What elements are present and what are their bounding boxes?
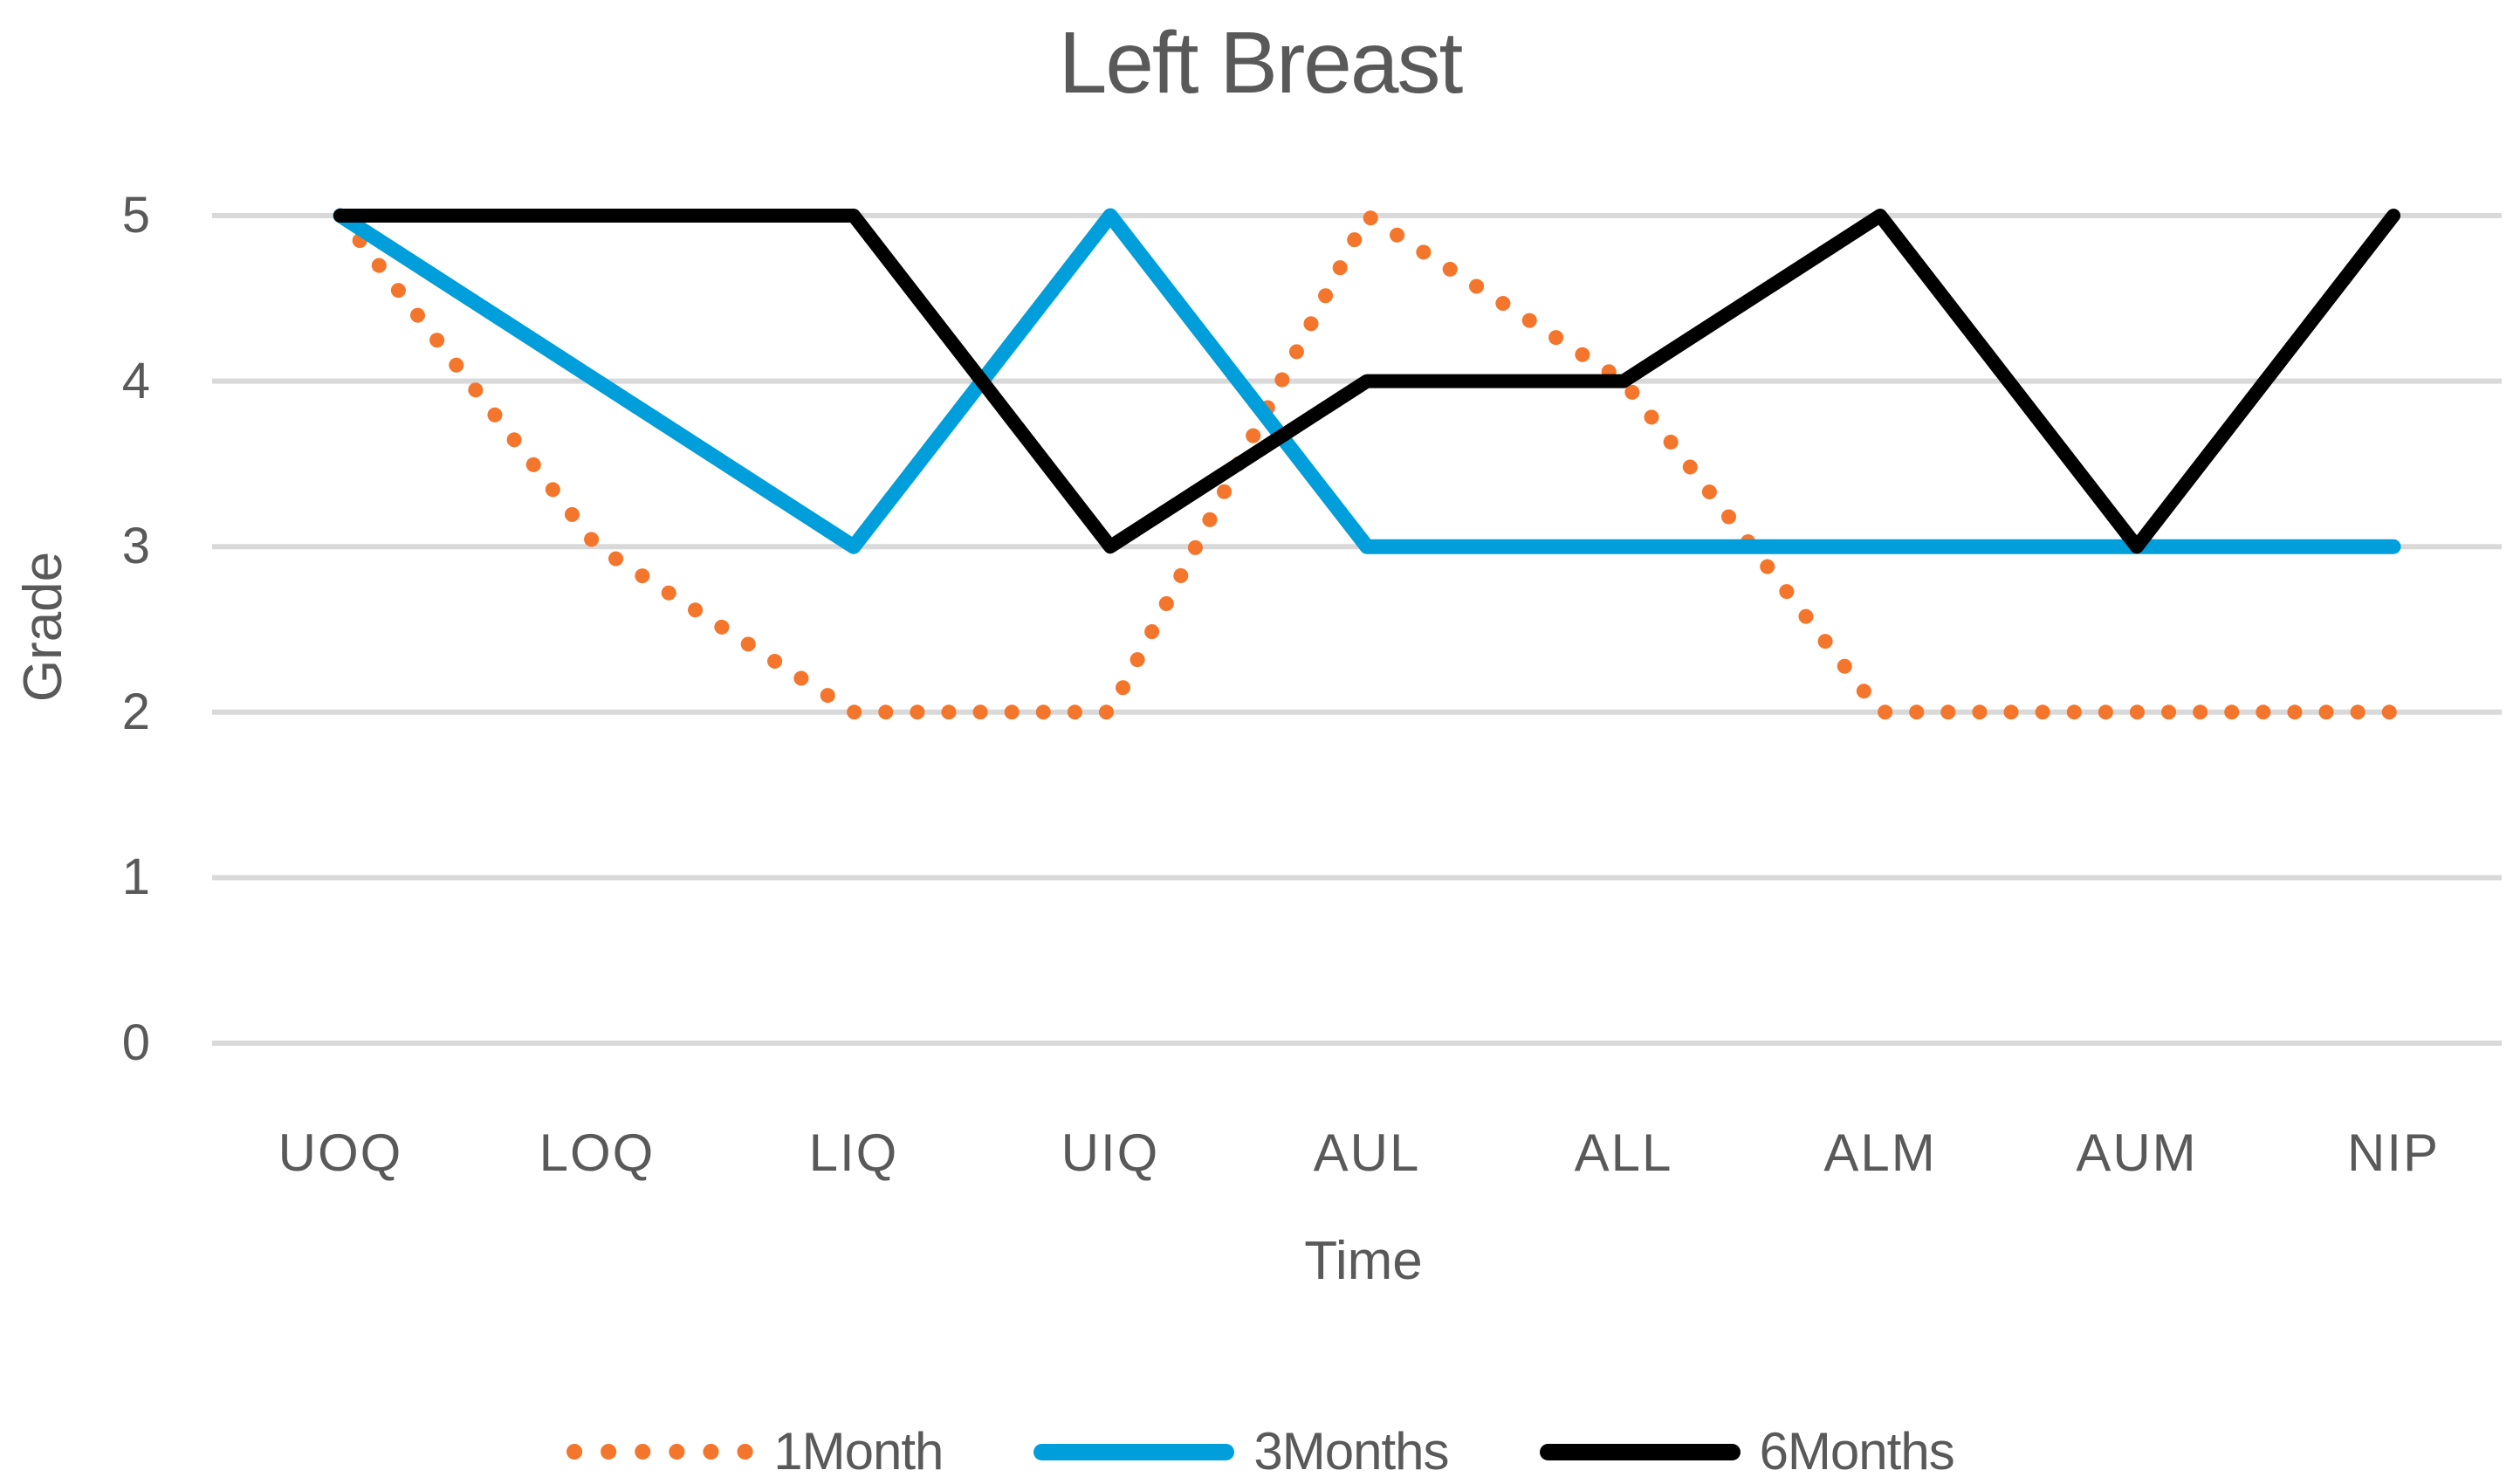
series-line-3months [333, 208, 2401, 554]
x-tick-label-aum: AUM [2076, 1123, 2198, 1182]
legend-item-1month: 1Month [566, 1422, 944, 1481]
legend: 1Month 3Months 6Months [0, 1423, 2520, 1481]
x-tick-label-aul: AUL [1313, 1123, 1421, 1182]
x-tick-label-loq: LOQ [539, 1123, 656, 1182]
x-tick-label-all: ALL [1574, 1123, 1673, 1182]
gridlines [212, 213, 2502, 1046]
x-tick-label-liq: LIQ [808, 1123, 899, 1182]
y-tick-label-2: 2 [121, 684, 150, 740]
legend-label-3months: 3Months [1253, 1422, 1449, 1481]
legend-item-6months: 6Months [1539, 1422, 1955, 1481]
legend-swatch-6months-line [1539, 1443, 1741, 1460]
y-tick-label-3: 3 [121, 518, 150, 574]
legend-label-6months: 6Months [1759, 1422, 1955, 1481]
y-tick-label-5: 5 [121, 187, 150, 244]
legend-label-1month: 1Month [773, 1422, 944, 1481]
x-tick-label-nip: NIP [2346, 1123, 2441, 1182]
x-tick-label-uiq: UIQ [1061, 1123, 1160, 1182]
series-line-1month [333, 208, 2401, 720]
x-tick-label-uoq: UOQ [278, 1123, 403, 1182]
series-line-6months [333, 209, 2400, 554]
legend-item-3months: 3Months [1033, 1422, 1450, 1481]
legend-swatch-1month-dotted-line [566, 1444, 754, 1460]
x-tick-label-alm: ALM [1823, 1123, 1937, 1182]
legend-swatch-3months-line [1033, 1443, 1235, 1460]
chart-title: Left Breast [1058, 14, 1464, 112]
y-tick-label-1: 1 [121, 848, 150, 905]
x-axis-title: Time [1304, 1231, 1423, 1291]
y-tick-label-4: 4 [121, 353, 150, 409]
y-tick-label-0: 0 [121, 1014, 150, 1071]
